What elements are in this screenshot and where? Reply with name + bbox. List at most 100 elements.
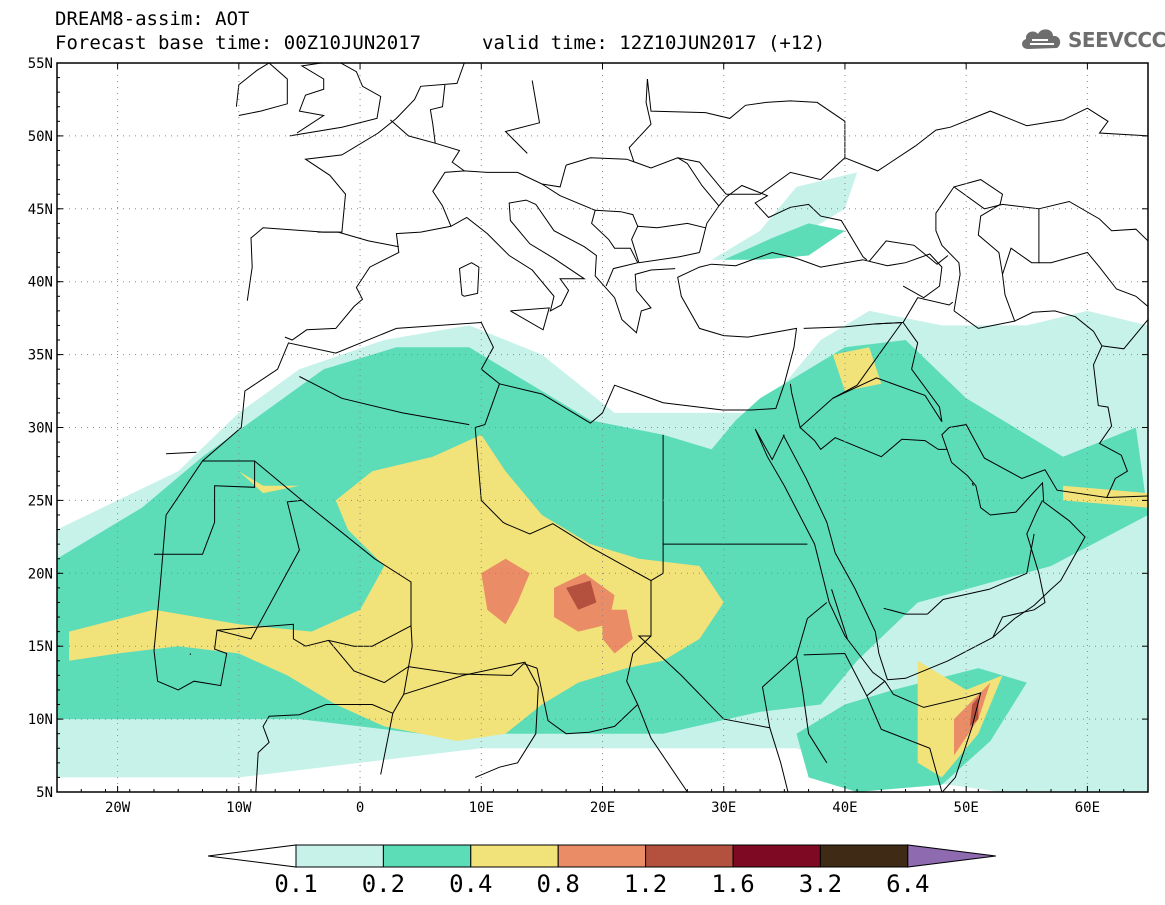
boundary-line-54: [1038, 200, 1148, 242]
lat-label-30N: 30N: [28, 421, 53, 437]
lon-label-10E: 10E: [469, 800, 494, 816]
colorbar-swatch-6: [819, 844, 909, 868]
aot-region-1_2-14: [566, 580, 597, 610]
boundary-line-57: [235, 63, 288, 116]
colorbar-swatch-2: [470, 844, 559, 868]
boundary-line-49: [631, 226, 700, 264]
boundary-line-43: [390, 119, 465, 172]
colorbar-label-1_6: 1.6: [711, 870, 754, 898]
boundary-line-45: [565, 157, 727, 195]
boundary-line-31: [902, 322, 943, 422]
lat-label-10N: 10N: [28, 712, 53, 728]
cloud-icon: [1022, 29, 1061, 49]
aot-region-0_4-8: [238, 471, 300, 494]
boundary-line-32: [803, 322, 904, 329]
colorbar-label-0_8: 0.8: [537, 870, 580, 898]
boundary-line-3: [458, 262, 480, 297]
boundary-line-26: [866, 695, 943, 792]
colorbar-label-0_2: 0.2: [362, 870, 405, 898]
colorbar-label-3_2: 3.2: [799, 870, 842, 898]
lon-label-50E: 50E: [954, 800, 979, 816]
aot-contour-fills: [57, 172, 1148, 792]
boundary-line-37: [862, 253, 943, 299]
boundary-line-25: [803, 652, 886, 697]
boundary-line-42: [429, 84, 446, 144]
lat-label-50N: 50N: [28, 129, 53, 145]
lat-label-15N: 15N: [28, 639, 53, 655]
lon-label-0: 0: [356, 800, 364, 816]
colorbar: 0.1 0.2 0.4 0.8 1.2 1.6 3.2 6.4: [207, 844, 996, 898]
lon-label-40E: 40E: [832, 800, 857, 816]
map-title: DREAM8-assim: AOT: [55, 8, 250, 30]
boundary-line-1: [246, 63, 465, 301]
boundary-line-30: [799, 427, 947, 458]
boundary-line-38: [1014, 310, 1129, 498]
boundary-line-60: [831, 589, 848, 640]
colorbar-swatch-0: [295, 844, 384, 868]
lat-label-25N: 25N: [28, 493, 53, 509]
boundary-line-41: [432, 164, 567, 227]
aot-region-0_8-12: [602, 609, 633, 654]
colorbar-swatch-3: [557, 844, 647, 868]
boundary-line-24: [769, 727, 789, 792]
boundary-line-62: [166, 451, 197, 455]
lon-label-20E: 20E: [590, 800, 615, 816]
boundary-line-58: [289, 63, 382, 137]
boundary-line-40: [317, 231, 399, 248]
boundary-line-47: [541, 183, 639, 287]
boundary-line-61: [971, 482, 974, 486]
lat-label-55N: 55N: [28, 56, 53, 72]
colorbar-label-1_2: 1.2: [624, 870, 667, 898]
boundary-line-11: [299, 376, 470, 426]
colorbar-label-0_1: 0.1: [274, 870, 317, 898]
boundary-line-4: [510, 307, 550, 331]
lat-label-20N: 20N: [28, 566, 53, 582]
boundary-line-0: [153, 251, 864, 651]
seevccc-logo: SEEVCCC: [1018, 22, 1165, 56]
boundary-line-22: [536, 667, 688, 792]
boundary-line-15: [475, 383, 500, 428]
aot-region-0_4-6: [832, 347, 882, 391]
boundary-line-35: [883, 607, 928, 615]
boundary-line-56: [868, 240, 949, 265]
aot-region-0_4-9: [1063, 485, 1148, 508]
aot-region-0_4-5: [69, 434, 724, 741]
logo-text: SEEVCCC: [1068, 28, 1165, 52]
valid-time: valid time: 12Z10JUN2017 (+12): [482, 32, 826, 54]
lat-label-35N: 35N: [28, 348, 53, 364]
boundary-line-12: [474, 427, 652, 705]
boundary-line-5: [754, 428, 982, 792]
forecast-base-time: Forecast base time: 00Z10JUN2017: [55, 32, 422, 54]
boundary-line-33: [992, 500, 1046, 638]
boundary-line-34: [927, 533, 1035, 615]
boundary-line-48: [595, 209, 706, 229]
lon-label-10W: 10W: [226, 800, 252, 816]
boundary-line-59: [296, 63, 326, 134]
lat-label-45N: 45N: [28, 202, 53, 218]
boundary-line-19: [255, 625, 413, 792]
aot-region-0_1-1: [711, 172, 858, 260]
boundary-line-53: [953, 186, 1040, 275]
colorbar-high-triangle: [907, 844, 996, 868]
boundary-line-2: [284, 199, 676, 341]
aot-region-0_2-4: [723, 223, 845, 260]
coastlines-borders: [153, 63, 1148, 792]
lon-label-20W: 20W: [105, 800, 131, 816]
boundary-line-44: [504, 80, 541, 154]
boundary-line-7: [699, 184, 868, 261]
boundary-line-36: [902, 297, 954, 323]
lat-label-40N: 40N: [28, 275, 53, 291]
boundary-line-21: [403, 661, 539, 778]
boundary-line-46: [628, 78, 652, 163]
boundary-line-51: [646, 78, 846, 195]
boundary-line-52: [844, 107, 1148, 172]
boundary-line-29: [832, 377, 943, 422]
boundary-line-17: [216, 499, 302, 640]
boundary-line-16: [153, 623, 306, 691]
colorbar-swatch-4: [645, 844, 734, 868]
axis-ticks: 55N 50N 45N 40N 35N 30N 25N 20N 15N 10N 5N 20W 10W 0 1…: [28, 56, 1149, 816]
colorbar-low-triangle: [207, 844, 297, 868]
lon-label-60E: 60E: [1075, 800, 1100, 816]
boundary-line-39: [1101, 319, 1148, 350]
